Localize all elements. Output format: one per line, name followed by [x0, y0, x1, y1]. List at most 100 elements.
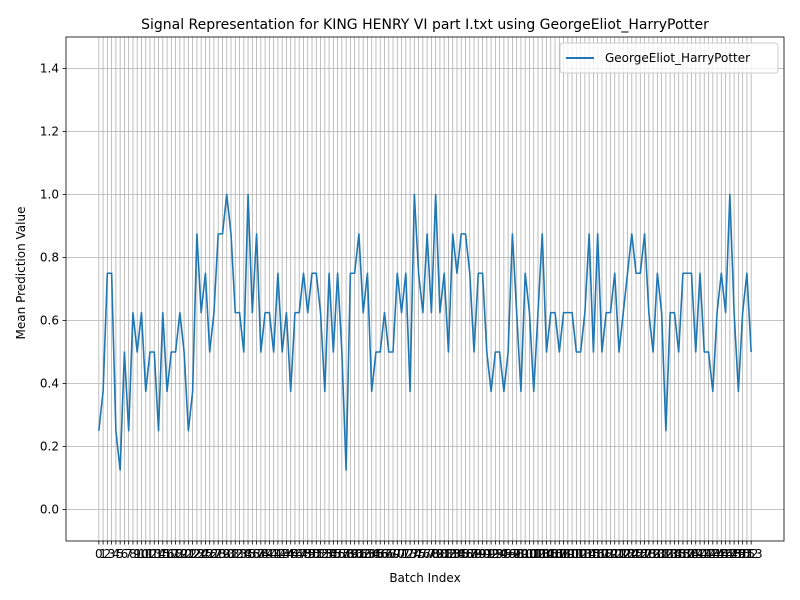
x-tick-label: 15 — [155, 547, 170, 561]
y-axis-ticks: 0.0 0.2 0.4 0.6 0.8 1.0 1.2 1.4 — [40, 62, 66, 517]
plot-area-frame — [65, 36, 785, 542]
x-tick-label: 153 — [740, 547, 763, 561]
x-tick-label: 71 — [394, 547, 409, 561]
x-tick-label: 68 — [381, 547, 396, 561]
x-tick-label: 111 — [561, 547, 584, 561]
x-tick-label: 64 — [364, 547, 379, 561]
legend-box — [559, 42, 779, 74]
x-tick-label: 70 — [390, 547, 405, 561]
x-tick-label: 69 — [385, 547, 400, 561]
x-tick-label: 52 — [313, 547, 328, 561]
x-tick-label: 60 — [347, 547, 362, 561]
x-tick-label: 22 — [185, 547, 200, 561]
x-tick-label: 140 — [684, 547, 707, 561]
x-tick-label: 41 — [266, 547, 281, 561]
x-tick-label: 16 — [159, 547, 174, 561]
x-tick-label: 92 — [483, 547, 498, 561]
x-tick-label: 19 — [172, 547, 187, 561]
x-tick-label: 120 — [599, 547, 622, 561]
x-tick-label: 14 — [151, 547, 166, 561]
x-tick-label: 139 — [680, 547, 703, 561]
x-tick-label: 58 — [338, 547, 353, 561]
x-tick-label: 55 — [326, 547, 341, 561]
x-tick-label: 27 — [206, 547, 221, 561]
x-tick-label: 79 — [428, 547, 443, 561]
x-tick-label: 143 — [697, 547, 720, 561]
x-tick-label: 115 — [578, 547, 601, 561]
y-tick-label: 0.2 — [40, 440, 59, 454]
x-tick-label: 123 — [612, 547, 635, 561]
x-tick-label: 85 — [454, 547, 469, 561]
x-tick-label: 12 — [142, 547, 157, 561]
x-tick-label: 88 — [466, 547, 481, 561]
x-tick-label: 90 — [475, 547, 490, 561]
x-tick-label: 151 — [731, 547, 754, 561]
x-tick-label: 109 — [552, 547, 575, 561]
x-tick-label: 94 — [492, 547, 507, 561]
x-tick-label: 126 — [625, 547, 648, 561]
x-tick-label: 122 — [608, 547, 631, 561]
x-tick-label: 34 — [236, 547, 251, 561]
x-tick-label: 33 — [232, 547, 247, 561]
x-axis-label: Batch Index — [389, 571, 460, 585]
x-tick-label: 26 — [202, 547, 217, 561]
x-tick-label: 57 — [334, 547, 349, 561]
x-tick-label: 146 — [710, 547, 733, 561]
x-tick-label: 75 — [411, 547, 426, 561]
x-tick-label: 149 — [723, 547, 746, 561]
x-tick-label: 93 — [488, 547, 503, 561]
x-tick-label: 17 — [164, 547, 179, 561]
x-tick-label: 10 — [134, 547, 149, 561]
x-tick-label: 83 — [445, 547, 460, 561]
x-tick-label: 25 — [198, 547, 213, 561]
y-tick-label: 0.4 — [40, 377, 59, 391]
x-tick-label: 42 — [270, 547, 285, 561]
x-tick-label: 113 — [569, 547, 592, 561]
x-tick-label: 76 — [415, 547, 430, 561]
x-tick-label: 3 — [108, 547, 116, 561]
y-axis-label: Mean Prediction Value — [14, 207, 28, 340]
x-tick-label: 114 — [573, 547, 596, 561]
x-tick-label: 128 — [633, 547, 656, 561]
x-tick-label: 61 — [351, 547, 366, 561]
x-tick-label: 24 — [194, 547, 209, 561]
x-tick-label: 81 — [437, 547, 452, 561]
x-tick-label: 40 — [262, 547, 277, 561]
series-line — [98, 193, 752, 471]
x-tick-label: 29 — [215, 547, 230, 561]
x-tick-label: 9 — [133, 547, 141, 561]
x-tick-label: 7 — [125, 547, 133, 561]
x-tick-label: 37 — [249, 547, 264, 561]
x-tick-label: 67 — [377, 547, 392, 561]
x-tick-label: 59 — [343, 547, 358, 561]
x-tick-label: 86 — [458, 547, 473, 561]
x-tick-label: 1 — [99, 547, 107, 561]
x-tick-label: 112 — [565, 547, 588, 561]
x-tick-label: 132 — [650, 547, 673, 561]
x-tick-label: 32 — [228, 547, 243, 561]
x-tick-label: 36 — [245, 547, 260, 561]
x-tick-label: 11 — [138, 547, 153, 561]
chart-title: Signal Representation for KING HENRY VI … — [141, 17, 709, 33]
x-tick-label: 144 — [701, 547, 724, 561]
x-tick-label: 106 — [539, 547, 562, 561]
x-tick-label: 104 — [531, 547, 554, 561]
x-tick-label: 101 — [518, 547, 541, 561]
x-tick-label: 51 — [309, 547, 324, 561]
x-tick-label: 66 — [373, 547, 388, 561]
x-tick-label: 125 — [620, 547, 643, 561]
x-tick-label: 136 — [667, 547, 690, 561]
x-tick-label: 91 — [479, 547, 494, 561]
x-tick-label: 8 — [129, 547, 137, 561]
x-tick-label: 105 — [535, 547, 558, 561]
x-tick-label: 56 — [330, 547, 345, 561]
x-tick-label: 44 — [279, 547, 294, 561]
x-tick-label: 103 — [527, 547, 550, 561]
x-tick-label: 119 — [595, 547, 618, 561]
y-tick-label: 0.8 — [40, 251, 59, 265]
x-tick-label: 141 — [689, 547, 712, 561]
x-tick-label: 46 — [287, 547, 302, 561]
y-tick-label: 1.2 — [40, 125, 59, 139]
x-tick-label: 39 — [257, 547, 272, 561]
